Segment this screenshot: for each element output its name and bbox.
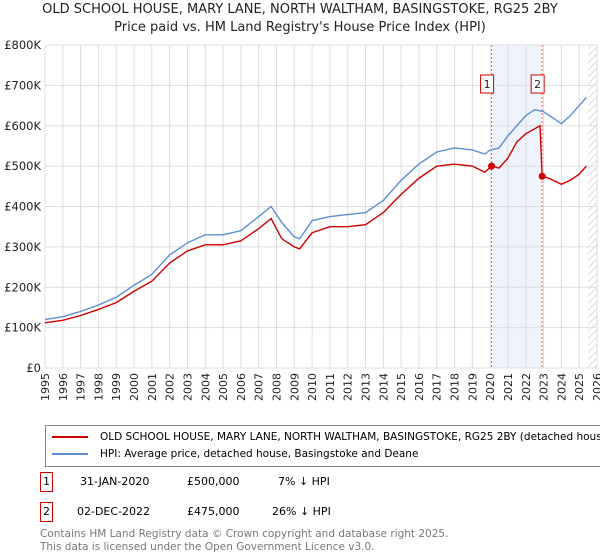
x-tick-label: 2004: [199, 373, 212, 401]
x-tick-label: 2022: [520, 373, 533, 401]
transaction-date: 02-DEC-2022: [77, 505, 151, 518]
x-tick-label: 2006: [235, 373, 248, 401]
transaction-hpi: 7% ↓ HPI: [278, 475, 330, 488]
x-tick-label: 2005: [217, 373, 230, 401]
x-tick-label: 2010: [306, 373, 319, 401]
x-tick-label: 2015: [395, 373, 408, 401]
x-tick-label: 2009: [288, 373, 301, 401]
x-tick-label: 2016: [413, 373, 426, 401]
series-line: [44, 97, 587, 321]
y-tick-label: £400K: [4, 200, 41, 214]
legend: OLD SCHOOL HOUSE, MARY LANE, NORTH WALTH…: [45, 425, 600, 467]
x-tick-label: 2020: [484, 373, 497, 401]
x-tick-label: 2019: [466, 373, 479, 401]
x-tick-label: 2021: [502, 373, 515, 401]
footer-line2: This data is licensed under the Open Gov…: [40, 541, 375, 553]
legend-red-line: [52, 436, 88, 438]
transaction-price: £475,000: [187, 505, 240, 518]
x-tick-label: 2011: [324, 373, 337, 401]
footer-line1: Contains HM Land Registry data © Crown c…: [40, 528, 449, 540]
transaction-date: 31-JAN-2020: [80, 475, 150, 488]
x-tick-label: 2012: [342, 373, 355, 401]
y-tick-label: £800K: [4, 38, 41, 52]
x-tick-label: 2017: [431, 373, 444, 401]
x-tick-label: 1996: [57, 373, 70, 401]
x-tick-label: 2014: [377, 373, 390, 401]
y-tick-label: £300K: [4, 240, 41, 254]
x-tick-label: 2024: [555, 373, 568, 401]
x-tick-label: 2023: [538, 373, 551, 401]
x-tick-label: 2000: [128, 373, 141, 401]
x-tick-label: 1999: [110, 373, 123, 401]
x-tick-label: 2001: [146, 373, 159, 401]
marker-badge: 2: [40, 502, 53, 522]
transaction-hpi: 26% ↓ HPI: [272, 505, 331, 518]
marker-badge: [480, 74, 495, 94]
x-tick-label: 2002: [164, 373, 177, 401]
y-tick-label: £700K: [4, 78, 41, 92]
plot-area: 1995 1996 1997 1998 1999 2000 2001 2002 2003 2004…: [4, 38, 600, 401]
x-tick-label: 2007: [253, 373, 266, 401]
y-tick-label: £100K: [4, 321, 41, 335]
series-line: [44, 124, 587, 324]
y-tick-label: £200K: [4, 280, 41, 294]
sale-point: [488, 162, 496, 170]
legend-blue-label: HPI: Average price, detached house, Basi…: [100, 448, 419, 460]
x-tick-label: 2013: [360, 373, 373, 401]
footer: Contains HM Land Registry data © Crown c…: [40, 528, 448, 554]
marker-label: 2: [534, 78, 541, 91]
legend-blue-line: [52, 453, 88, 455]
x-tick-label: 1995: [39, 373, 52, 401]
x-tick-label: 2025: [573, 373, 586, 401]
y-tick-label: £600K: [4, 119, 41, 133]
x-tick-label: 2003: [181, 373, 194, 401]
legend-red-label: OLD SCHOOL HOUSE, MARY LANE, NORTH WALTH…: [100, 431, 600, 443]
x-tick-label: 2008: [270, 373, 283, 401]
chart-title: OLD SCHOOL HOUSE, MARY LANE, NORTH WALTH…: [42, 2, 558, 17]
chart-subtitle: Price paid vs. HM Land Registry's House …: [114, 20, 486, 35]
transaction-price: £500,000: [187, 475, 240, 488]
x-tick-label: 1997: [75, 373, 88, 401]
y-tick-label: £500K: [4, 159, 41, 173]
y-tick-label: £0: [26, 361, 41, 375]
marker-badge: [530, 74, 545, 94]
x-tick-label: 2026: [591, 373, 600, 401]
marker-label: 1: [484, 78, 491, 91]
marker-badge: 1: [40, 472, 53, 492]
x-tick-label: 1998: [92, 373, 105, 401]
sale-point: [538, 172, 546, 180]
x-tick-label: 2018: [449, 373, 462, 401]
